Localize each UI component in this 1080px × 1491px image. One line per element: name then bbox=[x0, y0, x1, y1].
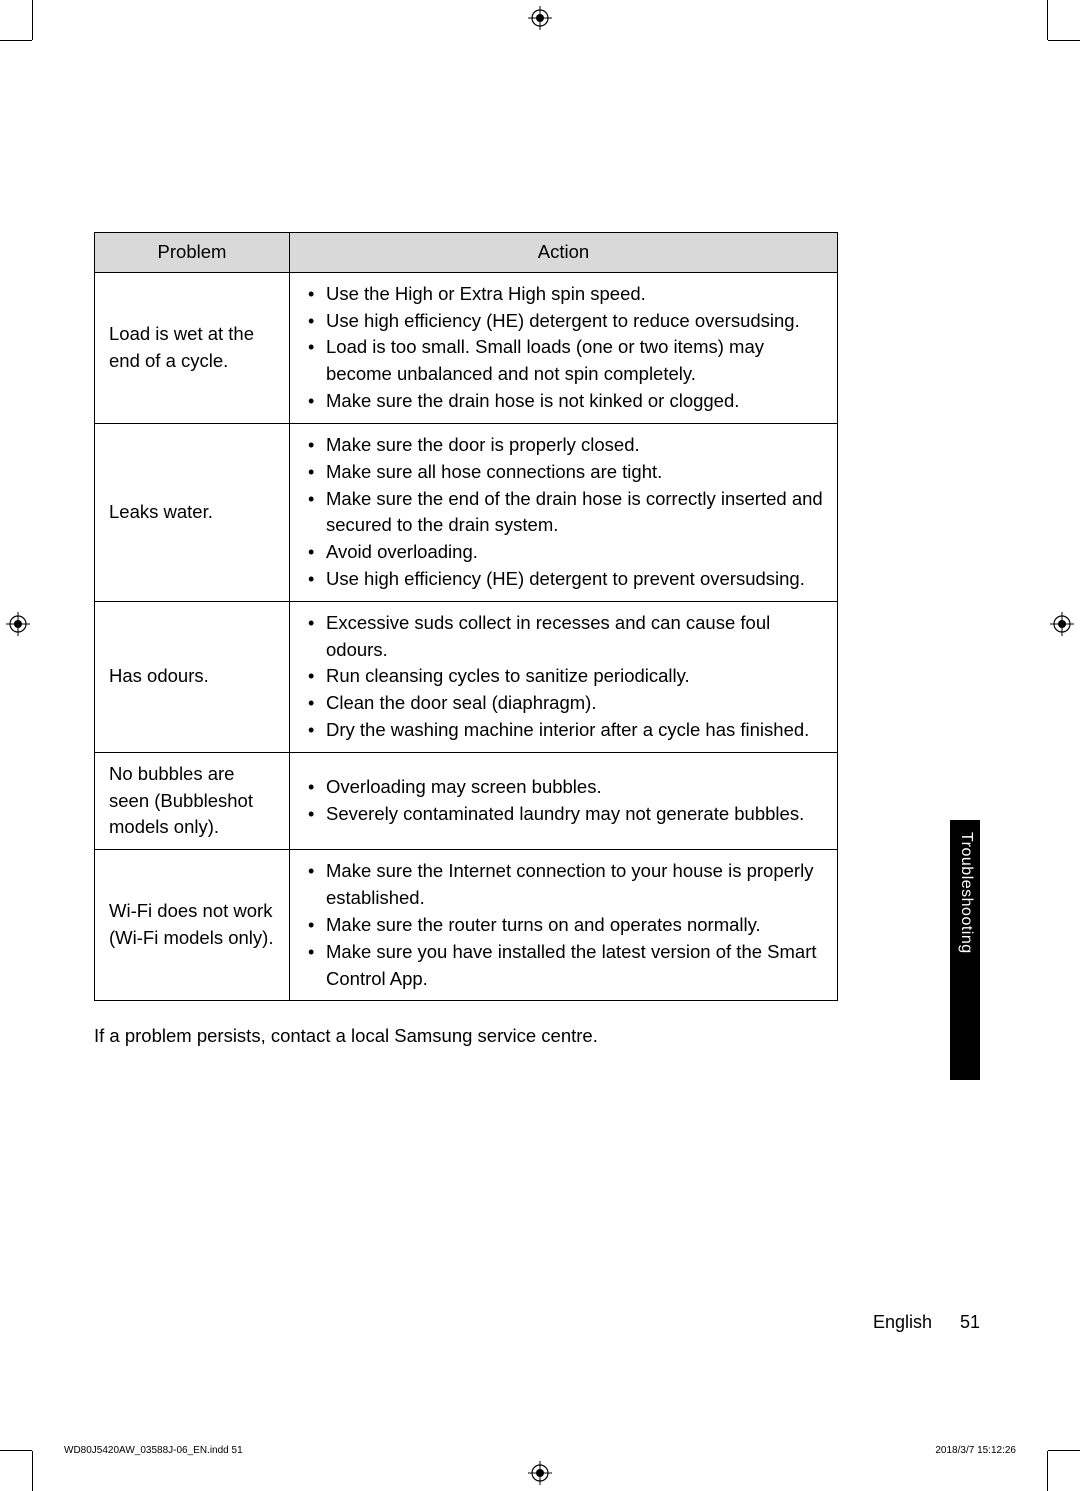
footer-file-info: WD80J5420AW_03588J-06_EN.indd 51 bbox=[64, 1445, 243, 1456]
crop-mark bbox=[32, 0, 33, 40]
col-header-action: Action bbox=[290, 233, 838, 273]
action-item: Run cleansing cycles to sanitize periodi… bbox=[304, 663, 823, 690]
crop-mark bbox=[1047, 1451, 1048, 1491]
problem-cell: Load is wet at the end of a cycle. bbox=[95, 272, 290, 423]
action-item: Make sure the drain hose is not kinked o… bbox=[304, 388, 823, 415]
col-header-problem: Problem bbox=[95, 233, 290, 273]
registration-mark-icon bbox=[528, 6, 552, 30]
problem-cell: Has odours. bbox=[95, 601, 290, 752]
registration-mark-icon bbox=[528, 1461, 552, 1485]
action-list: Make sure the door is properly closed.Ma… bbox=[304, 432, 823, 593]
action-item: Make sure all hose connections are tight… bbox=[304, 459, 823, 486]
table-row: No bubbles are seen (Bubbleshot models o… bbox=[95, 752, 838, 849]
crop-mark bbox=[1048, 40, 1080, 41]
registration-mark-icon bbox=[6, 612, 30, 636]
action-item: Excessive suds collect in recesses and c… bbox=[304, 610, 823, 664]
table-body: Load is wet at the end of a cycle.Use th… bbox=[95, 272, 838, 1001]
footer-page-number: 51 bbox=[960, 1312, 980, 1333]
section-tab: Troubleshooting bbox=[950, 820, 980, 1080]
problem-cell: Leaks water. bbox=[95, 423, 290, 601]
action-item: Avoid overloading. bbox=[304, 539, 823, 566]
footer-language: English bbox=[873, 1312, 932, 1333]
action-item: Make sure the Internet connection to you… bbox=[304, 858, 823, 912]
action-cell: Overloading may screen bubbles.Severely … bbox=[290, 752, 838, 849]
post-note: If a problem persists, contact a local S… bbox=[94, 1025, 838, 1047]
table-row: Has odours. Excessive suds collect in rec… bbox=[95, 601, 838, 752]
action-item: Dry the washing machine interior after a… bbox=[304, 717, 823, 744]
registration-mark-icon bbox=[1050, 612, 1074, 636]
action-list: Make sure the Internet connection to you… bbox=[304, 858, 823, 992]
action-item: Overloading may screen bubbles. bbox=[304, 774, 823, 801]
action-cell: Excessive suds collect in recesses and c… bbox=[290, 601, 838, 752]
action-item: Load is too small. Small loads (one or t… bbox=[304, 334, 823, 388]
action-item: Make sure the end of the drain hose is c… bbox=[304, 486, 823, 540]
troubleshooting-table: Problem Action Load is wet at the end of… bbox=[94, 232, 838, 1001]
problem-cell: No bubbles are seen (Bubbleshot models o… bbox=[95, 752, 290, 849]
action-item: Clean the door seal (diaphragm). bbox=[304, 690, 823, 717]
crop-mark bbox=[0, 1450, 32, 1451]
action-item: Make sure the door is properly closed. bbox=[304, 432, 823, 459]
action-cell: Use the High or Extra High spin speed.Us… bbox=[290, 272, 838, 423]
action-item: Make sure you have installed the latest … bbox=[304, 939, 823, 993]
action-item: Use the High or Extra High spin speed. bbox=[304, 281, 823, 308]
crop-mark bbox=[32, 1451, 33, 1491]
crop-mark bbox=[1047, 0, 1048, 40]
footer-timestamp: 2018/3/7 15:12:26 bbox=[935, 1445, 1016, 1456]
action-list: Use the High or Extra High spin speed.Us… bbox=[304, 281, 823, 415]
action-item: Use high efficiency (HE) detergent to re… bbox=[304, 308, 823, 335]
table-row: Wi-Fi does not work (Wi-Fi models only).… bbox=[95, 850, 838, 1001]
crop-mark bbox=[0, 40, 32, 41]
action-item: Severely contaminated laundry may not ge… bbox=[304, 801, 823, 828]
action-item: Use high efficiency (HE) detergent to pr… bbox=[304, 566, 823, 593]
action-cell: Make sure the door is properly closed.Ma… bbox=[290, 423, 838, 601]
table-row: Load is wet at the end of a cycle.Use th… bbox=[95, 272, 838, 423]
action-list: Excessive suds collect in recesses and c… bbox=[304, 610, 823, 744]
action-item: Make sure the router turns on and operat… bbox=[304, 912, 823, 939]
crop-mark bbox=[1048, 1450, 1080, 1451]
table-row: Leaks water.Make sure the door is proper… bbox=[95, 423, 838, 601]
action-list: Overloading may screen bubbles.Severely … bbox=[304, 774, 823, 828]
page-content: Problem Action Load is wet at the end of… bbox=[94, 232, 838, 1047]
action-cell: Make sure the Internet connection to you… bbox=[290, 850, 838, 1001]
problem-cell: Wi-Fi does not work (Wi-Fi models only). bbox=[95, 850, 290, 1001]
